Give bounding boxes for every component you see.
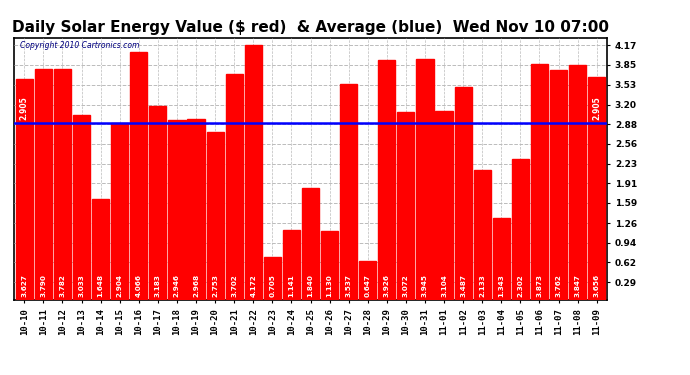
Text: 3.104: 3.104	[441, 274, 447, 297]
Bar	[416, 59, 433, 300]
Text: 3.762: 3.762	[555, 274, 562, 297]
Bar	[54, 69, 71, 300]
Bar	[168, 120, 186, 300]
Text: 2.302: 2.302	[518, 274, 524, 297]
Bar	[435, 111, 453, 300]
Text: 0.705: 0.705	[269, 274, 275, 297]
Text: 3.072: 3.072	[403, 274, 409, 297]
Bar	[588, 77, 605, 300]
Text: 3.033: 3.033	[79, 274, 85, 297]
Bar	[188, 119, 205, 300]
Text: 1.141: 1.141	[288, 274, 295, 297]
Text: 1.648: 1.648	[97, 274, 104, 297]
Text: 4.172: 4.172	[250, 274, 256, 297]
Bar	[34, 69, 52, 300]
Bar	[206, 132, 224, 300]
Bar	[149, 106, 166, 300]
Bar	[359, 261, 376, 300]
Bar	[283, 230, 300, 300]
Text: 2.753: 2.753	[212, 274, 218, 297]
Text: 3.926: 3.926	[384, 274, 390, 297]
Bar	[473, 170, 491, 300]
Text: 3.487: 3.487	[460, 274, 466, 297]
Bar	[245, 45, 262, 300]
Text: 2.946: 2.946	[174, 274, 180, 297]
Bar	[493, 218, 510, 300]
Text: 3.873: 3.873	[536, 274, 542, 297]
Bar	[111, 123, 128, 300]
Text: 3.627: 3.627	[21, 274, 28, 297]
Text: Copyright 2010 Cartronics.com: Copyright 2010 Cartronics.com	[20, 42, 139, 51]
Bar	[226, 74, 243, 300]
Text: 3.847: 3.847	[575, 274, 580, 297]
Bar	[455, 87, 472, 300]
Text: 4.066: 4.066	[136, 274, 141, 297]
Bar	[340, 84, 357, 300]
Text: 1.130: 1.130	[326, 274, 333, 297]
Text: 2.905: 2.905	[20, 96, 29, 120]
Bar	[569, 65, 586, 300]
Bar	[531, 64, 548, 300]
Text: 2.904: 2.904	[117, 274, 123, 297]
Bar	[73, 115, 90, 300]
Bar	[378, 60, 395, 300]
Text: 1.840: 1.840	[308, 274, 313, 297]
Text: 3.702: 3.702	[231, 274, 237, 297]
Bar	[264, 257, 281, 300]
Text: 2.968: 2.968	[193, 274, 199, 297]
Bar	[321, 231, 338, 300]
Bar	[92, 200, 109, 300]
Bar	[397, 112, 415, 300]
Bar	[302, 188, 319, 300]
Text: 2.133: 2.133	[480, 274, 485, 297]
Text: 3.183: 3.183	[155, 274, 161, 297]
Bar	[130, 52, 148, 300]
Text: 3.790: 3.790	[41, 274, 46, 297]
Bar	[550, 70, 567, 300]
Bar	[512, 159, 529, 300]
Title: Daily Solar Energy Value ($ red)  & Average (blue)  Wed Nov 10 07:00: Daily Solar Energy Value ($ red) & Avera…	[12, 20, 609, 35]
Text: 1.343: 1.343	[498, 274, 504, 297]
Text: 0.647: 0.647	[365, 274, 371, 297]
Bar	[16, 79, 33, 300]
Text: 3.782: 3.782	[59, 274, 66, 297]
Text: 3.945: 3.945	[422, 274, 428, 297]
Text: 3.537: 3.537	[346, 274, 352, 297]
Text: 3.656: 3.656	[593, 274, 600, 297]
Text: 2.905: 2.905	[592, 96, 601, 120]
